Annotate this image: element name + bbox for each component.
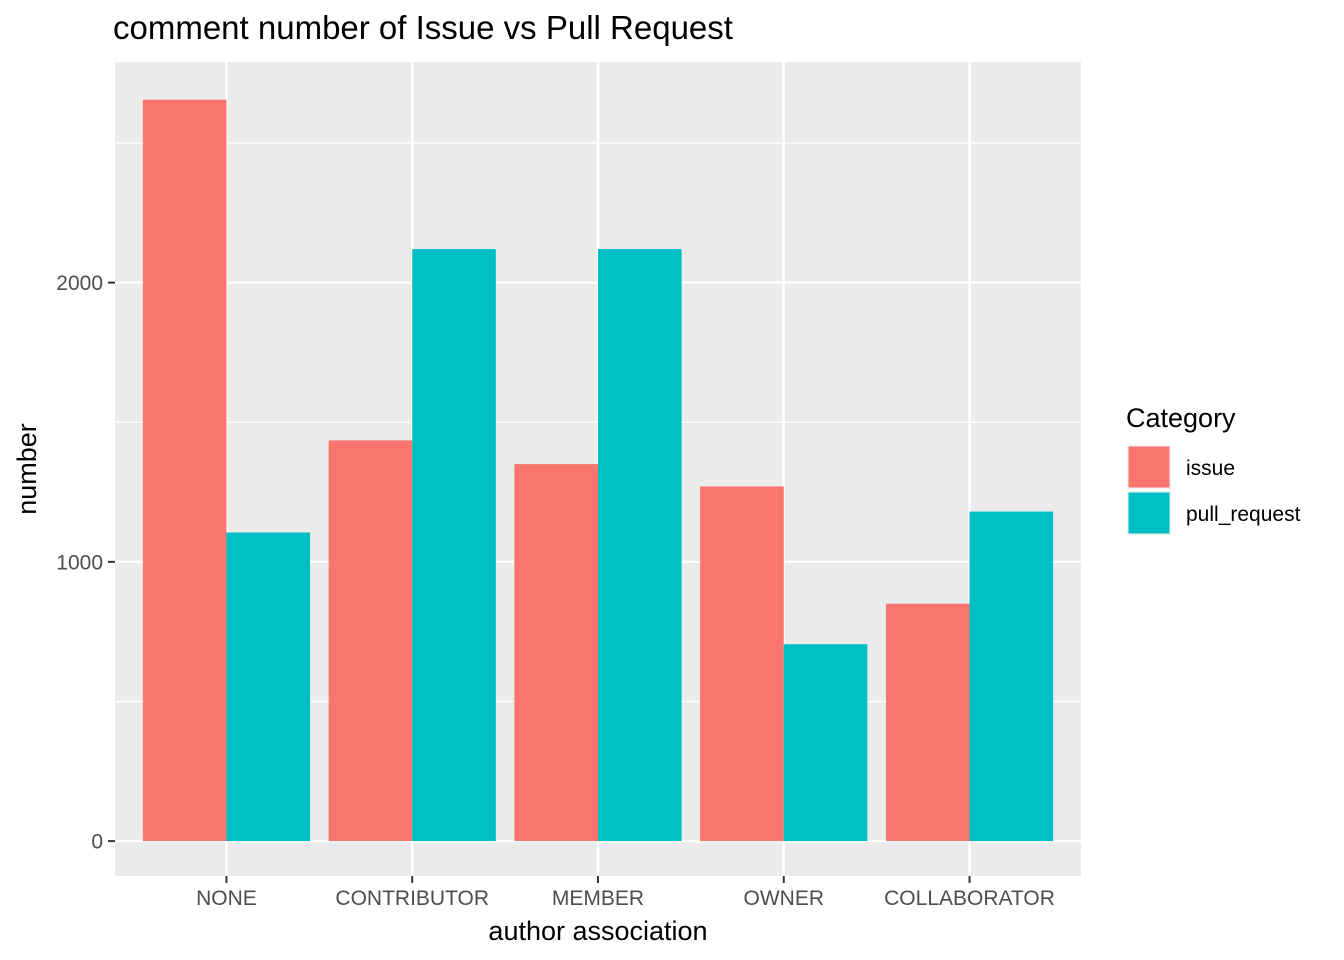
y-tick-label: 0: [91, 831, 103, 854]
bar-issue-collaborator: [885, 603, 970, 842]
bars: [142, 99, 1054, 842]
x-tick-label: MEMBER: [552, 887, 644, 910]
x-tick-label: CONTRIBUTOR: [335, 887, 489, 910]
y-tick-label: 2000: [56, 272, 103, 295]
y-tick-label: 1000: [56, 551, 103, 574]
bar-pull_request-owner: [783, 644, 868, 842]
x-axis: NONE CONTRIBUTOR MEMBER OWNER COLLABORATOR: [196, 876, 1055, 910]
chart-title: comment number of Issue vs Pull Request: [113, 9, 733, 46]
bar-issue-contributor: [328, 440, 413, 842]
y-axis-title: number: [12, 423, 42, 515]
bar-pull_request-none: [226, 532, 311, 842]
bar-issue-member: [514, 464, 598, 842]
bar-pull_request-collaborator: [969, 511, 1054, 842]
x-tick-label: COLLABORATOR: [884, 887, 1055, 910]
x-axis-title: author association: [488, 916, 707, 946]
bar-issue-owner: [700, 486, 784, 842]
x-tick-label: OWNER: [744, 887, 825, 910]
legend-label-pull_request: pull_request: [1186, 503, 1301, 526]
legend-label-issue: issue: [1186, 457, 1235, 480]
x-tick-label: NONE: [196, 887, 257, 910]
legend-swatch-issue: [1128, 446, 1170, 488]
bar-pull_request-member: [598, 249, 682, 842]
y-axis: 0 1000 2000: [56, 272, 115, 854]
bar-issue-none: [142, 99, 227, 842]
legend-title: Category: [1126, 403, 1236, 433]
legend: Category issue pull_request: [1126, 403, 1301, 535]
legend-swatch-pull_request: [1128, 492, 1170, 534]
bar-pull_request-contributor: [412, 249, 496, 842]
